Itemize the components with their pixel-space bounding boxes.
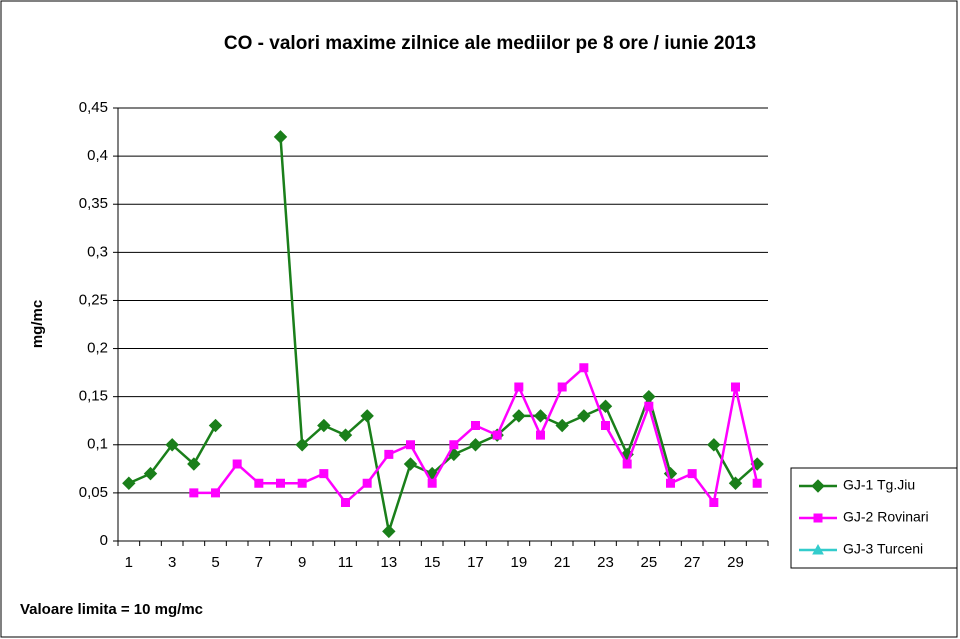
legend-marker bbox=[811, 479, 825, 493]
x-tick-label: 3 bbox=[168, 554, 176, 571]
legend-label: GJ-3 Turceni bbox=[843, 541, 923, 557]
data-point bbox=[752, 478, 762, 488]
data-point bbox=[165, 438, 179, 452]
y-tick-label: 0 bbox=[100, 532, 108, 549]
y-tick-label: 0,45 bbox=[79, 99, 108, 116]
x-tick-label: 5 bbox=[211, 554, 219, 571]
data-point bbox=[577, 409, 591, 423]
x-tick-label: 1 bbox=[125, 554, 133, 571]
data-point bbox=[471, 421, 480, 431]
x-tick-label: 29 bbox=[727, 554, 744, 571]
data-point bbox=[317, 418, 331, 433]
data-point bbox=[208, 418, 223, 433]
y-axis-label: mg/mc bbox=[29, 300, 46, 348]
data-point bbox=[536, 430, 545, 440]
legend-marker bbox=[812, 543, 824, 555]
x-tick-label: 19 bbox=[510, 554, 527, 571]
data-point bbox=[492, 430, 502, 440]
data-point bbox=[338, 428, 353, 442]
legend-label: GJ-1 Tg.Jiu bbox=[843, 477, 915, 493]
data-point bbox=[707, 438, 721, 452]
y-tick-label: 0,3 bbox=[87, 243, 108, 260]
footnote: Valoare limita = 10 mg/mc bbox=[20, 601, 203, 618]
x-tick-label: 25 bbox=[640, 554, 657, 571]
data-point bbox=[644, 401, 654, 411]
data-point bbox=[341, 498, 350, 508]
x-tick-label: 11 bbox=[338, 554, 354, 571]
chart-title: CO - valori maxime zilnice ale mediilor … bbox=[224, 33, 756, 54]
data-point bbox=[189, 488, 199, 498]
data-point bbox=[319, 469, 329, 479]
y-tick-label: 0,35 bbox=[79, 195, 108, 212]
y-tick-label: 0,05 bbox=[79, 484, 108, 501]
data-point bbox=[187, 457, 201, 471]
data-point bbox=[709, 498, 719, 508]
legend-label: GJ-2 Rovinari bbox=[843, 509, 929, 525]
data-point bbox=[143, 466, 158, 481]
y-tick-label: 0,15 bbox=[79, 388, 108, 405]
y-tick-label: 0,1 bbox=[87, 436, 108, 453]
data-point bbox=[728, 476, 743, 490]
data-point bbox=[555, 418, 569, 433]
data-point bbox=[273, 130, 288, 144]
data-point bbox=[579, 363, 589, 373]
data-point bbox=[211, 488, 220, 498]
data-point bbox=[427, 478, 437, 488]
data-point bbox=[666, 478, 675, 488]
data-point bbox=[533, 409, 548, 423]
y-tick-label: 0,2 bbox=[87, 340, 108, 357]
data-point bbox=[406, 440, 415, 450]
data-point bbox=[360, 409, 374, 423]
data-point bbox=[276, 478, 285, 488]
x-tick-label: 21 bbox=[554, 554, 571, 571]
x-tick-label: 17 bbox=[467, 554, 484, 571]
data-point bbox=[731, 382, 740, 392]
legend-marker bbox=[813, 513, 823, 523]
x-tick-label: 7 bbox=[255, 554, 263, 571]
data-point bbox=[514, 382, 524, 392]
data-point bbox=[403, 457, 418, 471]
x-tick-label: 27 bbox=[684, 554, 701, 571]
data-point bbox=[122, 476, 136, 490]
data-point bbox=[382, 524, 396, 539]
y-tick-label: 0,25 bbox=[79, 291, 108, 308]
x-tick-label: 9 bbox=[298, 554, 306, 571]
data-point bbox=[687, 469, 697, 479]
data-point bbox=[557, 382, 567, 392]
y-tick-label: 0,4 bbox=[87, 147, 108, 164]
data-point bbox=[254, 478, 264, 488]
x-tick-label: 15 bbox=[424, 554, 441, 571]
data-point bbox=[622, 459, 632, 469]
x-tick-label: 13 bbox=[380, 554, 397, 571]
data-point bbox=[601, 421, 610, 431]
data-point bbox=[362, 478, 372, 488]
data-point bbox=[232, 459, 242, 469]
data-point bbox=[384, 449, 394, 459]
data-point bbox=[295, 438, 309, 452]
data-point bbox=[468, 438, 483, 452]
data-point bbox=[512, 409, 526, 423]
data-point bbox=[297, 478, 307, 488]
data-point bbox=[449, 440, 459, 450]
data-point bbox=[598, 399, 613, 413]
x-tick-label: 23 bbox=[597, 554, 614, 571]
